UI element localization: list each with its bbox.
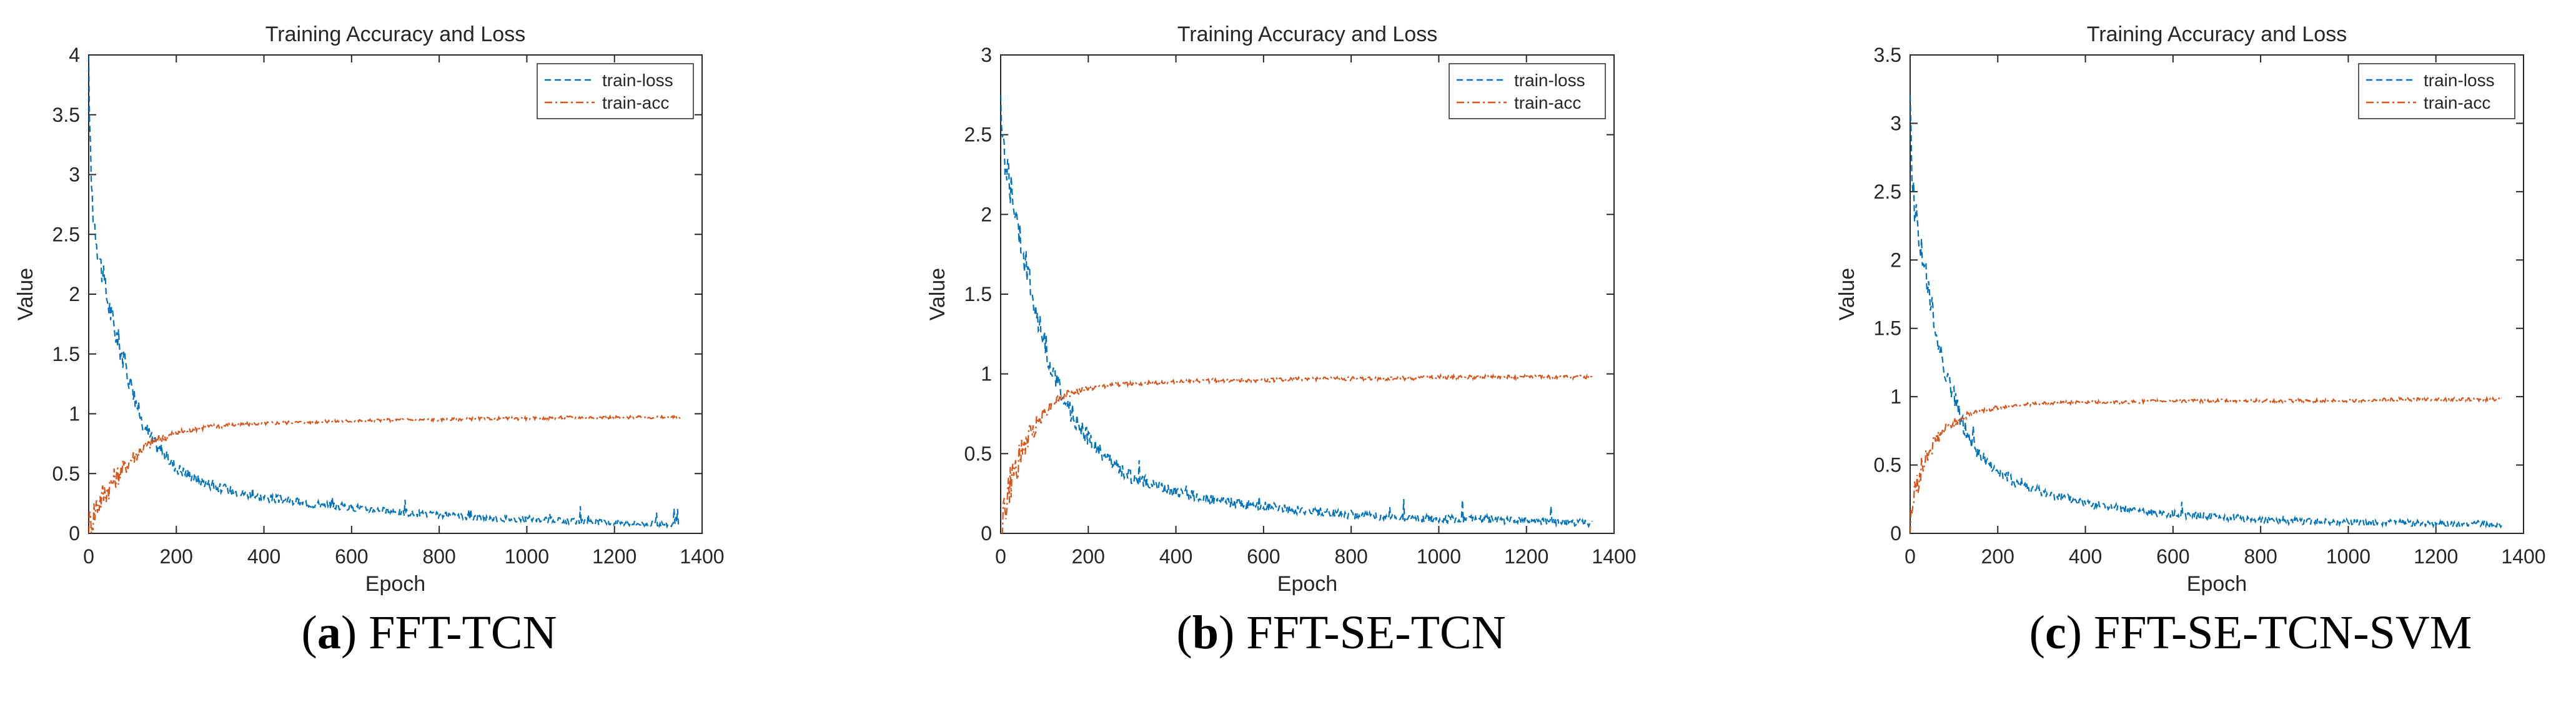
y-tick-label: 3: [1890, 112, 1901, 134]
y-tick-label: 0: [1890, 522, 1901, 545]
y-tick-label: 0: [69, 522, 80, 545]
legend-label: train-acc: [1514, 93, 1581, 112]
x-tick-label: 1400: [2501, 545, 2545, 568]
legend: [1449, 63, 1606, 119]
y-tick-label: 3.5: [52, 104, 80, 126]
chart-b: 0 200 400 600 800 1000 1200 1400 0 0.5 1 1.5 2 2.5 3 Tr…: [926, 22, 1637, 596]
caption-b: (b) FFT-SE-TCN: [1176, 606, 1506, 659]
chart-panel-c: 0 200 400 600 800 1000 1200 1400 0 0.5 1 1.5 2 2.5 3 3.…: [1821, 0, 2576, 702]
y-tick-label: 1.5: [1874, 317, 1901, 340]
x-tick-label: 600: [2156, 545, 2189, 568]
x-tick-label: 0: [1905, 545, 1916, 568]
y-axis-label: Value: [926, 268, 949, 320]
caption-letter: c: [2044, 606, 2066, 659]
x-tick-label: 1400: [1592, 545, 1636, 568]
y-tick-label: 1: [69, 403, 80, 425]
y-axis-label: Value: [14, 268, 37, 320]
x-tick-label: 600: [1247, 545, 1280, 568]
x-tick-label: 1000: [505, 545, 549, 568]
y-tick-label: 1: [1890, 385, 1901, 408]
y-tick-label: 0.5: [52, 462, 80, 485]
x-tick-label: 0: [83, 545, 94, 568]
y-tick-label: 2.5: [52, 223, 80, 245]
series-train-loss: [1910, 95, 2502, 529]
y-tick-label: 3: [981, 44, 992, 66]
chart-title: Training Accuracy and Loss: [2087, 22, 2347, 46]
y-tick-label: 2: [981, 203, 992, 225]
y-tick-label: 2.5: [1874, 180, 1901, 203]
chart-title: Training Accuracy and Loss: [1177, 22, 1437, 46]
y-tick-label: 1.5: [52, 343, 80, 365]
series-train-loss: [1001, 94, 1593, 529]
x-tick-label: 1000: [2326, 545, 2370, 568]
x-tick-label: 200: [1072, 545, 1105, 568]
x-tick-label: 1200: [2414, 545, 2458, 568]
x-tick-label: 400: [1159, 545, 1192, 568]
caption-letter: a: [317, 606, 341, 659]
x-tick-label: 600: [335, 545, 368, 568]
plot-area: [1000, 54, 1615, 534]
y-tick-label: 2.5: [964, 124, 992, 146]
x-tick-label: 200: [1981, 545, 2014, 568]
x-tick-label: 400: [2069, 545, 2102, 568]
x-tick-label: 800: [2244, 545, 2277, 568]
y-tick-label: 0.5: [1874, 454, 1901, 477]
legend: [537, 63, 694, 119]
x-axis-label: Epoch: [2187, 572, 2247, 596]
x-axis-label: Epoch: [1277, 572, 1337, 596]
x-tick-label: 800: [422, 545, 455, 568]
chart-panel-b: 0 200 400 600 800 1000 1200 1400 0 0.5 1 1.5 2 2.5 3 Tr…: [912, 0, 1770, 702]
caption-text: FFT-SE-TCN-SVM: [2094, 606, 2472, 659]
series-train-acc: [1910, 395, 2502, 533]
series-train-acc: [89, 414, 681, 533]
y-tick-label: 3.5: [1874, 44, 1901, 66]
series-train-acc: [1001, 372, 1593, 533]
caption-letter: b: [1192, 606, 1219, 659]
caption-c: (c) FFT-SE-TCN-SVM: [2029, 606, 2472, 659]
chart-panel-a: 0 200 400 600 800 1000 1200 1400 0 0.5 1 1.5 2 2.5 3 3.…: [0, 0, 858, 702]
plot-area: [88, 54, 703, 534]
chart-c: 0 200 400 600 800 1000 1200 1400 0 0.5 1 1.5 2 2.5 3 3.…: [1835, 22, 2546, 596]
y-tick-label: 2: [69, 283, 80, 305]
series-train-loss: [89, 56, 681, 529]
legend-label: train-loss: [1514, 71, 1585, 90]
y-tick-label: 4: [69, 44, 80, 66]
x-axis-label: Epoch: [365, 572, 425, 596]
x-tick-label: 200: [160, 545, 193, 568]
y-axis-label: Value: [1835, 268, 1859, 320]
y-tick-label: 1.5: [964, 283, 992, 305]
x-tick-label: 1200: [1504, 545, 1548, 568]
x-tick-label: 1000: [1417, 545, 1461, 568]
y-tick-label: 0: [981, 522, 992, 545]
legend-label: train-loss: [2424, 71, 2495, 90]
y-tick-label: 1: [981, 363, 992, 385]
y-tick-label: 0.5: [964, 442, 992, 465]
caption-a: (a) FFT-TCN: [301, 606, 557, 659]
plot-area: [1910, 54, 2524, 534]
legend-label: train-loss: [602, 71, 673, 90]
chart-title: Training Accuracy and Loss: [265, 22, 525, 46]
x-tick-label: 1400: [680, 545, 724, 568]
x-tick-label: 400: [247, 545, 280, 568]
caption-text: FFT-TCN: [369, 606, 557, 659]
x-tick-label: 0: [995, 545, 1006, 568]
y-tick-label: 2: [1890, 249, 1901, 271]
legend-label: train-acc: [2424, 93, 2490, 112]
legend: [2358, 63, 2515, 119]
x-tick-label: 1200: [592, 545, 637, 568]
y-tick-label: 3: [69, 164, 80, 186]
legend-label: train-acc: [602, 93, 669, 112]
chart-a: 0 200 400 600 800 1000 1200 1400 0 0.5 1 1.5 2 2.5 3 3.…: [14, 22, 725, 596]
x-tick-label: 800: [1334, 545, 1367, 568]
caption-text: FFT-SE-TCN: [1246, 606, 1506, 659]
